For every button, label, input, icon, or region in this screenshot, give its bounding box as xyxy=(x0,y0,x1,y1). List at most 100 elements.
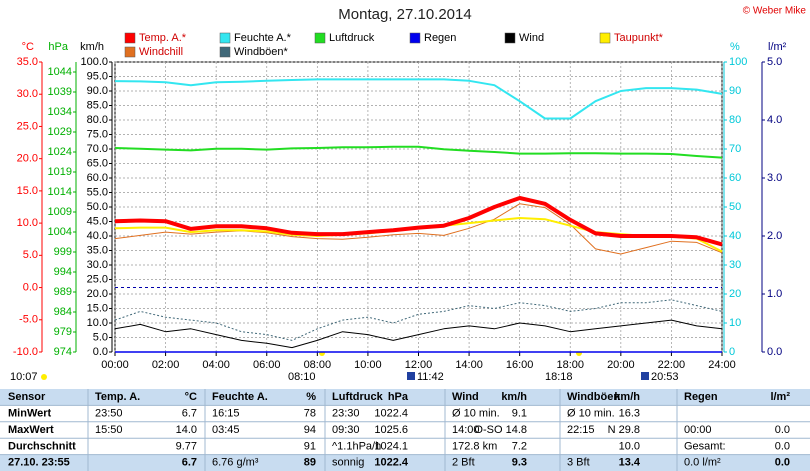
legend-swatch xyxy=(599,32,611,44)
table-cell: 14:00 xyxy=(452,424,480,436)
y-tick-label: 0.0 xyxy=(767,346,782,358)
y-tick-label: 25.0 xyxy=(87,273,108,285)
y-tick-label: 40 xyxy=(729,230,741,242)
table-cell: Temp. A. xyxy=(95,391,140,403)
table-cell: 94 xyxy=(304,424,316,436)
series-line xyxy=(114,203,723,255)
y-tick-label: 20.0 xyxy=(87,288,108,300)
axis-unit: hPa xyxy=(48,41,68,53)
y-tick-label: 1029 xyxy=(48,126,72,138)
y-tick-label: 1009 xyxy=(48,206,72,218)
y-tick-label: 20 xyxy=(729,288,741,300)
table-cell: 23:30 xyxy=(332,408,360,420)
y-tick-label: 50 xyxy=(729,201,741,213)
y-tick-label: 70 xyxy=(729,143,741,155)
y-tick-label: 15.0 xyxy=(87,302,108,314)
table-cell: 1024.1 xyxy=(374,440,408,452)
table-cell: Durchschnitt xyxy=(8,440,76,452)
y-tick-label: 75.0 xyxy=(87,128,108,140)
annotation: 11:42 xyxy=(417,371,444,383)
table-cell: Gesamt: xyxy=(684,440,726,452)
y-tick-label: 70.0 xyxy=(87,143,108,155)
y-tick-label: 0.0 xyxy=(93,346,108,358)
axis-unit: °C xyxy=(22,41,34,53)
y-tick-label: 40.0 xyxy=(87,230,108,242)
y-tick-label: 989 xyxy=(54,286,72,298)
y-tick-label: 1039 xyxy=(48,86,72,98)
table-cell: 6.7 xyxy=(182,408,197,420)
table-cell: 7.2 xyxy=(512,440,527,452)
table-cell: MaxWert xyxy=(8,424,54,436)
legend-label: Windchill xyxy=(139,46,183,58)
y-tick-label: 65.0 xyxy=(87,157,108,169)
y-tick-label: 45.0 xyxy=(87,215,108,227)
y-tick-label: 1019 xyxy=(48,166,72,178)
series-line xyxy=(114,145,723,159)
y-tick-label: 30.0 xyxy=(17,88,38,100)
legend-swatch xyxy=(124,32,136,44)
table-cell: Sensor xyxy=(8,391,46,403)
y-tick-label: 15.0 xyxy=(17,185,38,197)
table-cell: 172.8 km xyxy=(452,440,497,452)
y-tick-label: 5.0 xyxy=(767,56,782,68)
table-cell: 9.77 xyxy=(176,440,197,452)
table-cell: O-SO 14.8 xyxy=(474,424,527,436)
moon-icon xyxy=(407,372,415,380)
y-tick-label: 5.0 xyxy=(23,249,38,261)
table-cell: 1025.6 xyxy=(374,424,408,436)
y-tick-label: 35.0 xyxy=(87,244,108,256)
axis-unit: % xyxy=(730,41,740,53)
y-tick-label: 30.0 xyxy=(87,259,108,271)
table-cell: 14.0 xyxy=(176,424,197,436)
table-cell: 03:45 xyxy=(212,424,240,436)
legend-label: Luftdruck xyxy=(329,32,375,44)
legend-label: Taupunkt* xyxy=(614,32,664,44)
y-tick-label: 0.0 xyxy=(23,281,38,293)
y-tick-label: 984 xyxy=(54,306,72,318)
x-tick-label: 02:00 xyxy=(152,359,180,371)
table-cell: 0.0 xyxy=(775,457,790,469)
y-tick-label: 80 xyxy=(729,114,741,126)
table-cell: MinWert xyxy=(8,408,52,420)
y-tick-label: 1004 xyxy=(48,226,72,238)
series-line xyxy=(114,299,723,341)
table-cell: 0.0 xyxy=(775,424,790,436)
annotation: 10:07 xyxy=(10,371,38,383)
legend-swatch xyxy=(219,32,231,44)
x-tick-label: 14:00 xyxy=(455,359,483,371)
table-cell: Feuchte A. xyxy=(212,391,268,403)
x-tick-label: 10:00 xyxy=(354,359,382,371)
x-tick-label: 24:00 xyxy=(708,359,736,371)
y-tick-label: 974 xyxy=(54,346,72,358)
table-cell: sonnig xyxy=(332,457,364,469)
y-tick-label: 100.0 xyxy=(80,56,108,68)
y-tick-label: 5.0 xyxy=(93,331,108,343)
legend-label: Windböen* xyxy=(234,46,289,58)
x-tick-label: 16:00 xyxy=(506,359,534,371)
legend-swatch xyxy=(409,32,421,44)
y-tick-label: 10 xyxy=(729,317,741,329)
axis-unit: l/m² xyxy=(768,41,787,53)
table-cell: 23:50 xyxy=(95,408,123,420)
table-cell: 00:00 xyxy=(684,424,712,436)
table-cell: 3 Bft xyxy=(567,457,590,469)
table-cell: 2 Bft xyxy=(452,457,475,469)
legend-swatch xyxy=(219,46,231,58)
y-tick-label: 1034 xyxy=(48,106,72,118)
series-line xyxy=(114,78,723,120)
y-tick-label: 35.0 xyxy=(17,56,38,68)
y-tick-label: 25.0 xyxy=(17,120,38,132)
table-cell: 16:15 xyxy=(212,408,240,420)
x-tick-label: 18:00 xyxy=(556,359,584,371)
table-cell: 10.0 xyxy=(619,440,640,452)
annotation: 18:18 xyxy=(545,371,573,383)
x-tick-label: 22:00 xyxy=(658,359,686,371)
table-cell: hPa xyxy=(388,391,409,403)
table-cell: 91 xyxy=(304,440,316,452)
table-cell: 22:15 xyxy=(567,424,595,436)
table-cell: 89 xyxy=(304,457,316,469)
y-tick-label: 80.0 xyxy=(87,114,108,126)
table-cell: 13.4 xyxy=(619,457,641,469)
series-line xyxy=(114,319,723,349)
